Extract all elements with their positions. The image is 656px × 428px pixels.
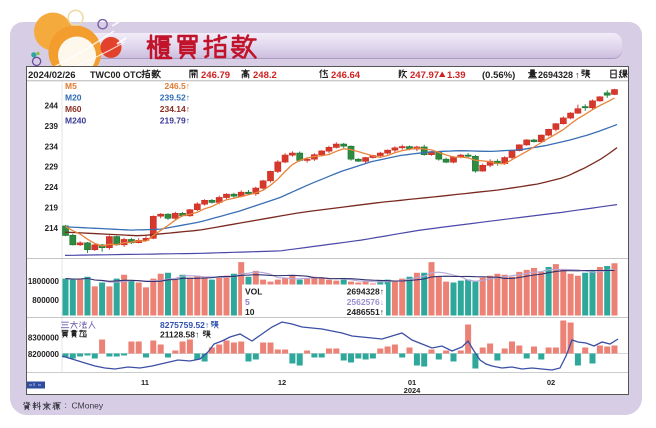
svg-text:229: 229 <box>45 163 59 172</box>
svg-text:234.14↑: 234.14↑ <box>160 104 190 114</box>
svg-text:247.97: 247.97 <box>410 70 439 81</box>
svg-text:2486551↑: 2486551↑ <box>347 307 384 317</box>
svg-text:M60: M60 <box>65 104 82 114</box>
svg-text:219: 219 <box>45 204 59 213</box>
svg-text:2562576↓: 2562576↓ <box>347 297 384 307</box>
svg-text:11: 11 <box>141 378 149 387</box>
svg-text:M5: M5 <box>65 81 77 91</box>
svg-text:2694328↑: 2694328↑ <box>347 287 384 297</box>
svg-text:248.2: 248.2 <box>253 70 277 81</box>
svg-text:800000: 800000 <box>32 296 59 305</box>
svg-text:↑: ↑ <box>575 70 580 80</box>
svg-text::: : <box>65 400 67 410</box>
svg-text:244: 244 <box>45 102 59 111</box>
svg-text:M20: M20 <box>65 93 82 103</box>
svg-text:TWC00 OTC: TWC00 OTC <box>90 70 143 80</box>
svg-text:VOL: VOL <box>245 287 262 297</box>
svg-text:(0.56%): (0.56%) <box>482 70 515 81</box>
svg-text:2024/02/26: 2024/02/26 <box>28 70 76 81</box>
svg-text:246.64: 246.64 <box>331 70 361 81</box>
svg-text:8275759.52↑: 8275759.52↑ <box>160 320 209 330</box>
svg-text:M240: M240 <box>65 116 87 126</box>
svg-text:239: 239 <box>45 122 59 131</box>
svg-text:246.5↑: 246.5↑ <box>164 81 190 91</box>
svg-text:10: 10 <box>245 307 255 317</box>
svg-text:12: 12 <box>278 378 286 387</box>
svg-text:2694328: 2694328 <box>538 70 573 80</box>
svg-text:214: 214 <box>45 224 59 233</box>
svg-text:01: 01 <box>408 378 416 387</box>
svg-text:224: 224 <box>45 183 59 192</box>
svg-text:CMoney: CMoney <box>72 400 104 410</box>
svg-text:234: 234 <box>45 142 59 151</box>
svg-text:8300000: 8300000 <box>28 333 60 342</box>
svg-text:246.79: 246.79 <box>201 70 230 81</box>
svg-text:2024: 2024 <box>404 386 422 395</box>
svg-text:1800000: 1800000 <box>28 277 60 286</box>
svg-text:1.39: 1.39 <box>447 70 466 81</box>
svg-text:8200000: 8200000 <box>28 350 60 359</box>
svg-text:21128.58↑: 21128.58↑ <box>160 330 199 340</box>
svg-text:02: 02 <box>547 378 555 387</box>
svg-text:219.79↑: 219.79↑ <box>160 116 190 126</box>
svg-text:239.52↑: 239.52↑ <box>160 93 190 103</box>
svg-text:5: 5 <box>245 297 250 307</box>
